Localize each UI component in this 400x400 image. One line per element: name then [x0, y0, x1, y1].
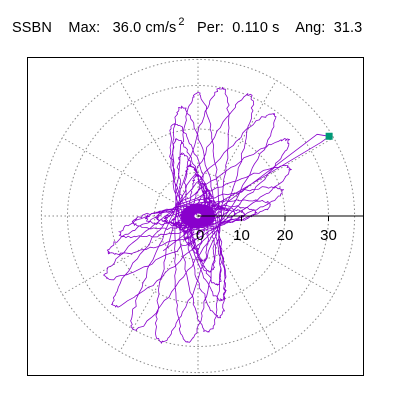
- max-label: Max:: [68, 20, 101, 36]
- period-value: 0.110 s: [232, 20, 280, 36]
- peak-marker: [325, 132, 333, 140]
- max-value: 36.0: [112, 20, 142, 36]
- angle-value: 31.3: [333, 20, 363, 36]
- x-tick-label-20: 20: [277, 227, 294, 244]
- x-tick-label-30: 30: [320, 227, 337, 244]
- x-tick-label-10: 10: [233, 227, 250, 244]
- angle-label: Ang:: [295, 20, 326, 36]
- station-code: SSBN: [12, 20, 52, 36]
- grid-spoke-240: [119, 215, 199, 352]
- x-tick-label-0: 0: [196, 227, 204, 244]
- trace-group: [103, 86, 333, 344]
- chart-header: SSBN Max: 36.0 cm/s 2 Per: 0.110 s Ang: 3…: [12, 16, 362, 36]
- max-unit: cm/s: [145, 20, 177, 36]
- period-label: Per:: [197, 20, 225, 36]
- max-unit-exponent: 2: [178, 16, 185, 28]
- orbit-trace: [103, 86, 330, 344]
- axis-group: 10 20 30 0: [196, 215, 364, 244]
